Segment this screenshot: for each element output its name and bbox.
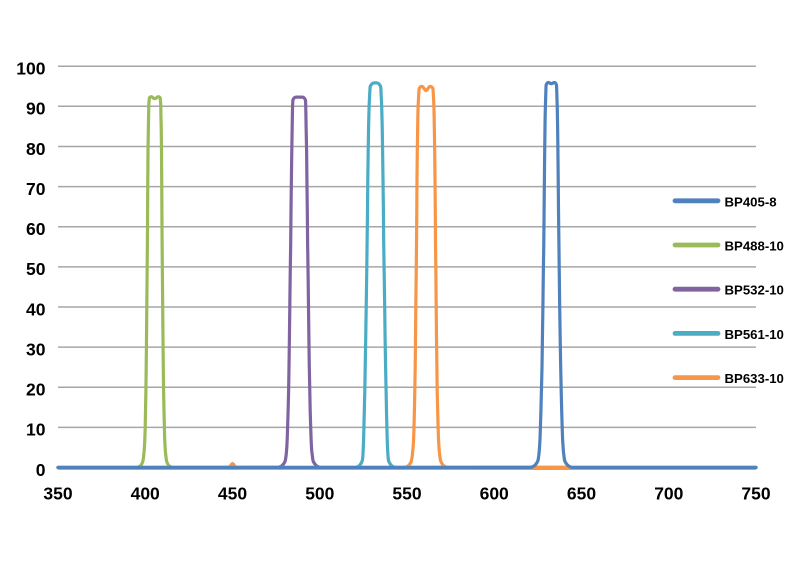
svg-text:80: 80 xyxy=(26,139,46,159)
svg-text:BP633-10: BP633-10 xyxy=(725,371,784,386)
svg-text:700: 700 xyxy=(654,484,683,504)
svg-text:40: 40 xyxy=(26,299,46,319)
svg-text:350: 350 xyxy=(43,484,72,504)
svg-text:60: 60 xyxy=(26,219,46,239)
svg-text:30: 30 xyxy=(26,339,46,359)
svg-text:70: 70 xyxy=(26,179,46,199)
svg-text:BP405-8: BP405-8 xyxy=(725,194,777,209)
svg-text:BP488-10: BP488-10 xyxy=(725,239,784,254)
svg-text:550: 550 xyxy=(392,484,421,504)
svg-text:20: 20 xyxy=(26,380,46,400)
svg-text:0: 0 xyxy=(36,460,46,480)
svg-text:50: 50 xyxy=(26,259,46,279)
svg-text:90: 90 xyxy=(26,99,46,119)
svg-text:500: 500 xyxy=(305,484,334,504)
svg-text:400: 400 xyxy=(131,484,160,504)
svg-text:650: 650 xyxy=(567,484,596,504)
svg-text:750: 750 xyxy=(741,484,770,504)
svg-text:450: 450 xyxy=(218,484,247,504)
svg-text:10: 10 xyxy=(26,420,46,440)
svg-text:600: 600 xyxy=(480,484,509,504)
svg-text:BP561-10: BP561-10 xyxy=(725,327,784,342)
svg-text:BP532-10: BP532-10 xyxy=(725,283,784,298)
svg-text:100: 100 xyxy=(16,59,45,79)
